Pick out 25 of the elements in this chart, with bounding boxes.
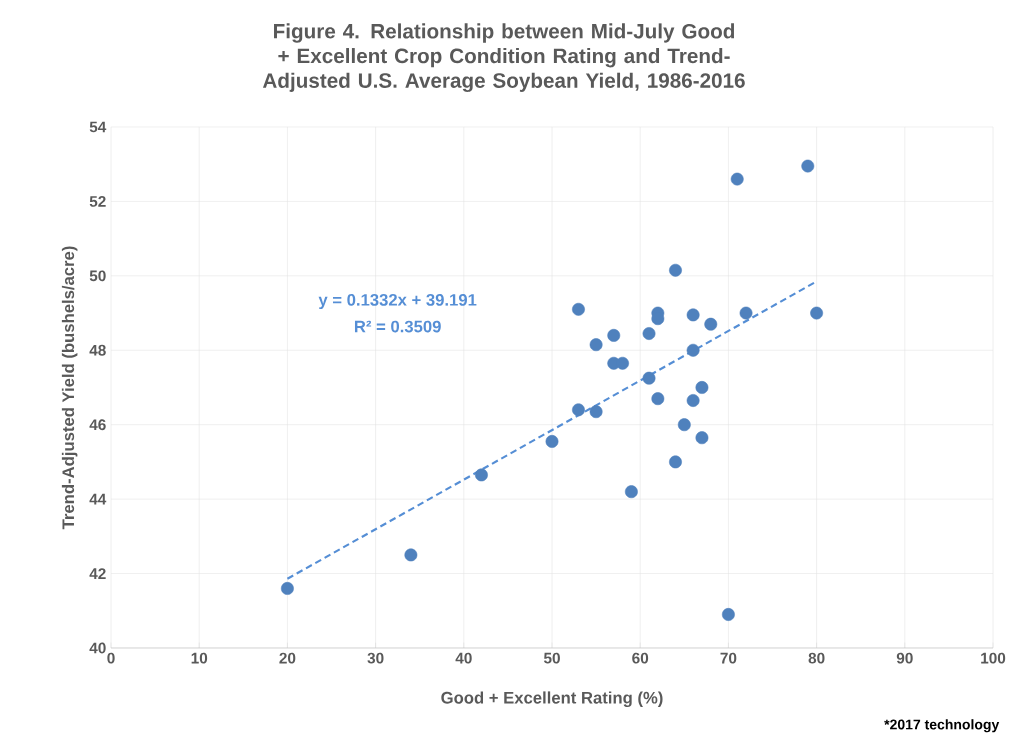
y-tick-label: 54 xyxy=(89,121,107,133)
x-tick-label: 50 xyxy=(543,652,560,664)
x-tick-label: 80 xyxy=(808,652,825,664)
x-axis-title: Good + Excellent Rating (%) xyxy=(441,691,663,708)
x-tick-label: 10 xyxy=(191,652,208,664)
x-tick-label: 30 xyxy=(367,652,384,664)
x-tick-label: 90 xyxy=(896,652,913,664)
annotation: R² = 0.3509 xyxy=(354,320,441,333)
x-tick-label: 20 xyxy=(279,652,296,664)
y-tick-label: 50 xyxy=(89,270,106,282)
y-tick-label: 52 xyxy=(89,195,106,207)
annotation: y = 0.1332x + 39.191 xyxy=(318,293,477,310)
x-tick-label: 100 xyxy=(981,652,1006,664)
x-tick-label: 0 xyxy=(107,652,115,664)
x-tick-label: 70 xyxy=(720,652,737,664)
x-tick-label: 60 xyxy=(632,652,649,664)
y-tick-label: 46 xyxy=(89,419,106,431)
y-tick-label: 40 xyxy=(89,642,106,654)
y-tick-label: 42 xyxy=(89,568,106,579)
x-tick-label: 40 xyxy=(455,652,472,664)
y-tick-label: 48 xyxy=(89,344,106,356)
text: *2017 technology xyxy=(884,719,1000,733)
chart-title: Figure 4. Relationship between Mid-July Good + Excellent Crop Condition Rating and Trend-Adjusted U.S. Average Soybean Yield, 1986-2016 xyxy=(262,23,745,93)
y-tick-label: 44 xyxy=(89,493,107,505)
y-axis-title: Trend-Adjusted Yield (bushels/acre) xyxy=(61,246,78,530)
